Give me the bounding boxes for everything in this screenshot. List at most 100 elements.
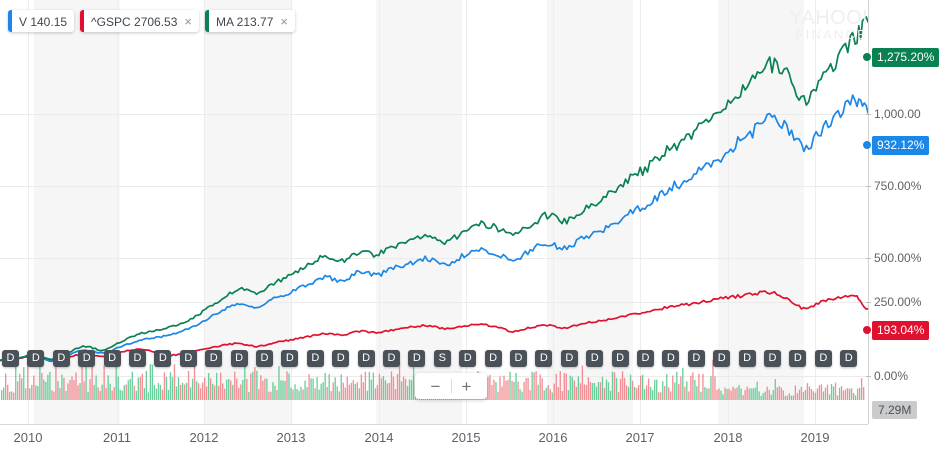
- volume-bar: [658, 392, 660, 400]
- volume-bar: [858, 387, 861, 400]
- volume-bar: [274, 385, 276, 400]
- dividend-marker[interactable]: D: [738, 350, 756, 367]
- volume-bar: [734, 388, 736, 400]
- volume-bar: [595, 386, 598, 400]
- volume-bar: [525, 378, 527, 400]
- volume-bar: [113, 387, 115, 400]
- dividend-marker[interactable]: D: [256, 350, 273, 367]
- dividend-marker[interactable]: D: [154, 350, 172, 367]
- dividend-marker[interactable]: D: [408, 350, 426, 367]
- dividend-marker[interactable]: D: [27, 350, 45, 367]
- volume-bar: [408, 379, 411, 400]
- gridline-vertical: [640, 0, 641, 424]
- volume-bar: [573, 380, 575, 400]
- dividend-marker[interactable]: D: [78, 350, 96, 367]
- volume-bar: [828, 394, 831, 400]
- volume-bar: [487, 377, 489, 400]
- dividend-marker[interactable]: D: [52, 350, 70, 367]
- dividend-marker[interactable]: D: [129, 350, 146, 367]
- volume-bar: [238, 387, 240, 400]
- volume-bar: [501, 386, 503, 400]
- volume-bar: [736, 387, 738, 400]
- volume-bar: [585, 385, 588, 400]
- legend-color-swatch: [8, 10, 12, 32]
- dividend-marker[interactable]: D: [306, 350, 324, 367]
- dividend-marker[interactable]: D: [230, 350, 248, 367]
- dividend-marker[interactable]: D: [611, 350, 629, 367]
- dividend-marker[interactable]: D: [637, 350, 654, 367]
- volume-bar: [728, 388, 730, 400]
- zoom-control[interactable]: − +: [415, 373, 487, 399]
- dividend-marker[interactable]: D: [459, 350, 477, 367]
- volume-bar: [322, 382, 324, 400]
- volume-bar: [794, 385, 797, 400]
- volume-bar: [296, 388, 298, 400]
- volume-bar: [99, 391, 101, 400]
- dividend-marker[interactable]: D: [560, 350, 578, 367]
- volume-bar: [621, 371, 624, 400]
- dividend-marker[interactable]: D: [789, 350, 807, 367]
- volume-bar: [334, 377, 336, 400]
- volume-bar: [555, 373, 557, 400]
- volume-bar: [318, 389, 320, 400]
- ticker-legend: V 140.15 ^GSPC 2706.53 × MA 213.77 ×: [8, 10, 295, 32]
- volume-bar: [67, 383, 69, 400]
- volume-bar: [641, 374, 644, 400]
- legend-remove-icon[interactable]: ×: [184, 14, 192, 29]
- legend-remove-icon[interactable]: ×: [280, 14, 288, 29]
- volume-bar: [505, 380, 507, 400]
- volume-bar: [804, 389, 807, 400]
- volume-bar: [545, 387, 547, 400]
- volume-bar: [382, 375, 385, 400]
- split-marker[interactable]: S: [433, 350, 451, 367]
- volume-bar: [21, 378, 23, 400]
- dividend-marker[interactable]: D: [840, 350, 858, 367]
- dividend-marker[interactable]: D: [662, 350, 680, 367]
- legend-chip[interactable]: MA 213.77 ×: [205, 10, 295, 32]
- volume-bar: [105, 388, 107, 400]
- dividend-marker[interactable]: D: [713, 350, 731, 367]
- dividend-marker[interactable]: D: [814, 350, 832, 367]
- chart-plot-area[interactable]: [0, 0, 868, 424]
- volume-bar: [195, 381, 198, 400]
- volume-bar: [547, 385, 549, 400]
- legend-chip[interactable]: V 140.15: [8, 10, 75, 32]
- volume-bar: [246, 378, 248, 400]
- dividend-marker[interactable]: D: [2, 350, 19, 367]
- volume-bar: [400, 381, 403, 400]
- volume-bar: [69, 379, 71, 400]
- volume-bar: [702, 373, 704, 400]
- volume-bar: [493, 379, 495, 400]
- legend-chip[interactable]: ^GSPC 2706.53 ×: [80, 10, 199, 32]
- volume-bar: [228, 379, 230, 400]
- dividend-marker[interactable]: D: [510, 350, 527, 367]
- dividend-marker[interactable]: D: [332, 350, 350, 367]
- dividend-marker[interactable]: D: [764, 350, 781, 367]
- volume-bar: [63, 377, 65, 400]
- volume-bar: [648, 378, 650, 400]
- dividend-marker[interactable]: D: [535, 350, 553, 367]
- zoom-in-button[interactable]: +: [461, 376, 472, 396]
- volume-bar: [284, 380, 286, 400]
- volume-bar: [698, 373, 700, 400]
- dividend-marker[interactable]: D: [383, 350, 400, 367]
- volume-bar: [406, 386, 409, 400]
- volume-bar: [129, 378, 131, 400]
- volume-bar: [754, 387, 756, 400]
- volume-bar: [314, 388, 316, 400]
- volume-bar: [601, 376, 604, 400]
- dividend-marker[interactable]: D: [179, 350, 197, 367]
- volume-bar: [57, 381, 59, 400]
- dividend-marker[interactable]: D: [357, 350, 375, 367]
- dividend-marker[interactable]: D: [484, 350, 502, 367]
- dividend-marker[interactable]: D: [281, 350, 299, 367]
- volume-bar: [557, 387, 559, 400]
- dividend-marker[interactable]: D: [687, 350, 705, 367]
- volume-bar: [73, 380, 75, 400]
- zoom-out-button[interactable]: −: [430, 376, 441, 396]
- volume-bar: [631, 380, 634, 400]
- dividend-marker[interactable]: D: [205, 350, 223, 367]
- volume-bar: [599, 382, 602, 400]
- dividend-marker[interactable]: D: [103, 350, 121, 367]
- dividend-marker[interactable]: D: [586, 350, 604, 367]
